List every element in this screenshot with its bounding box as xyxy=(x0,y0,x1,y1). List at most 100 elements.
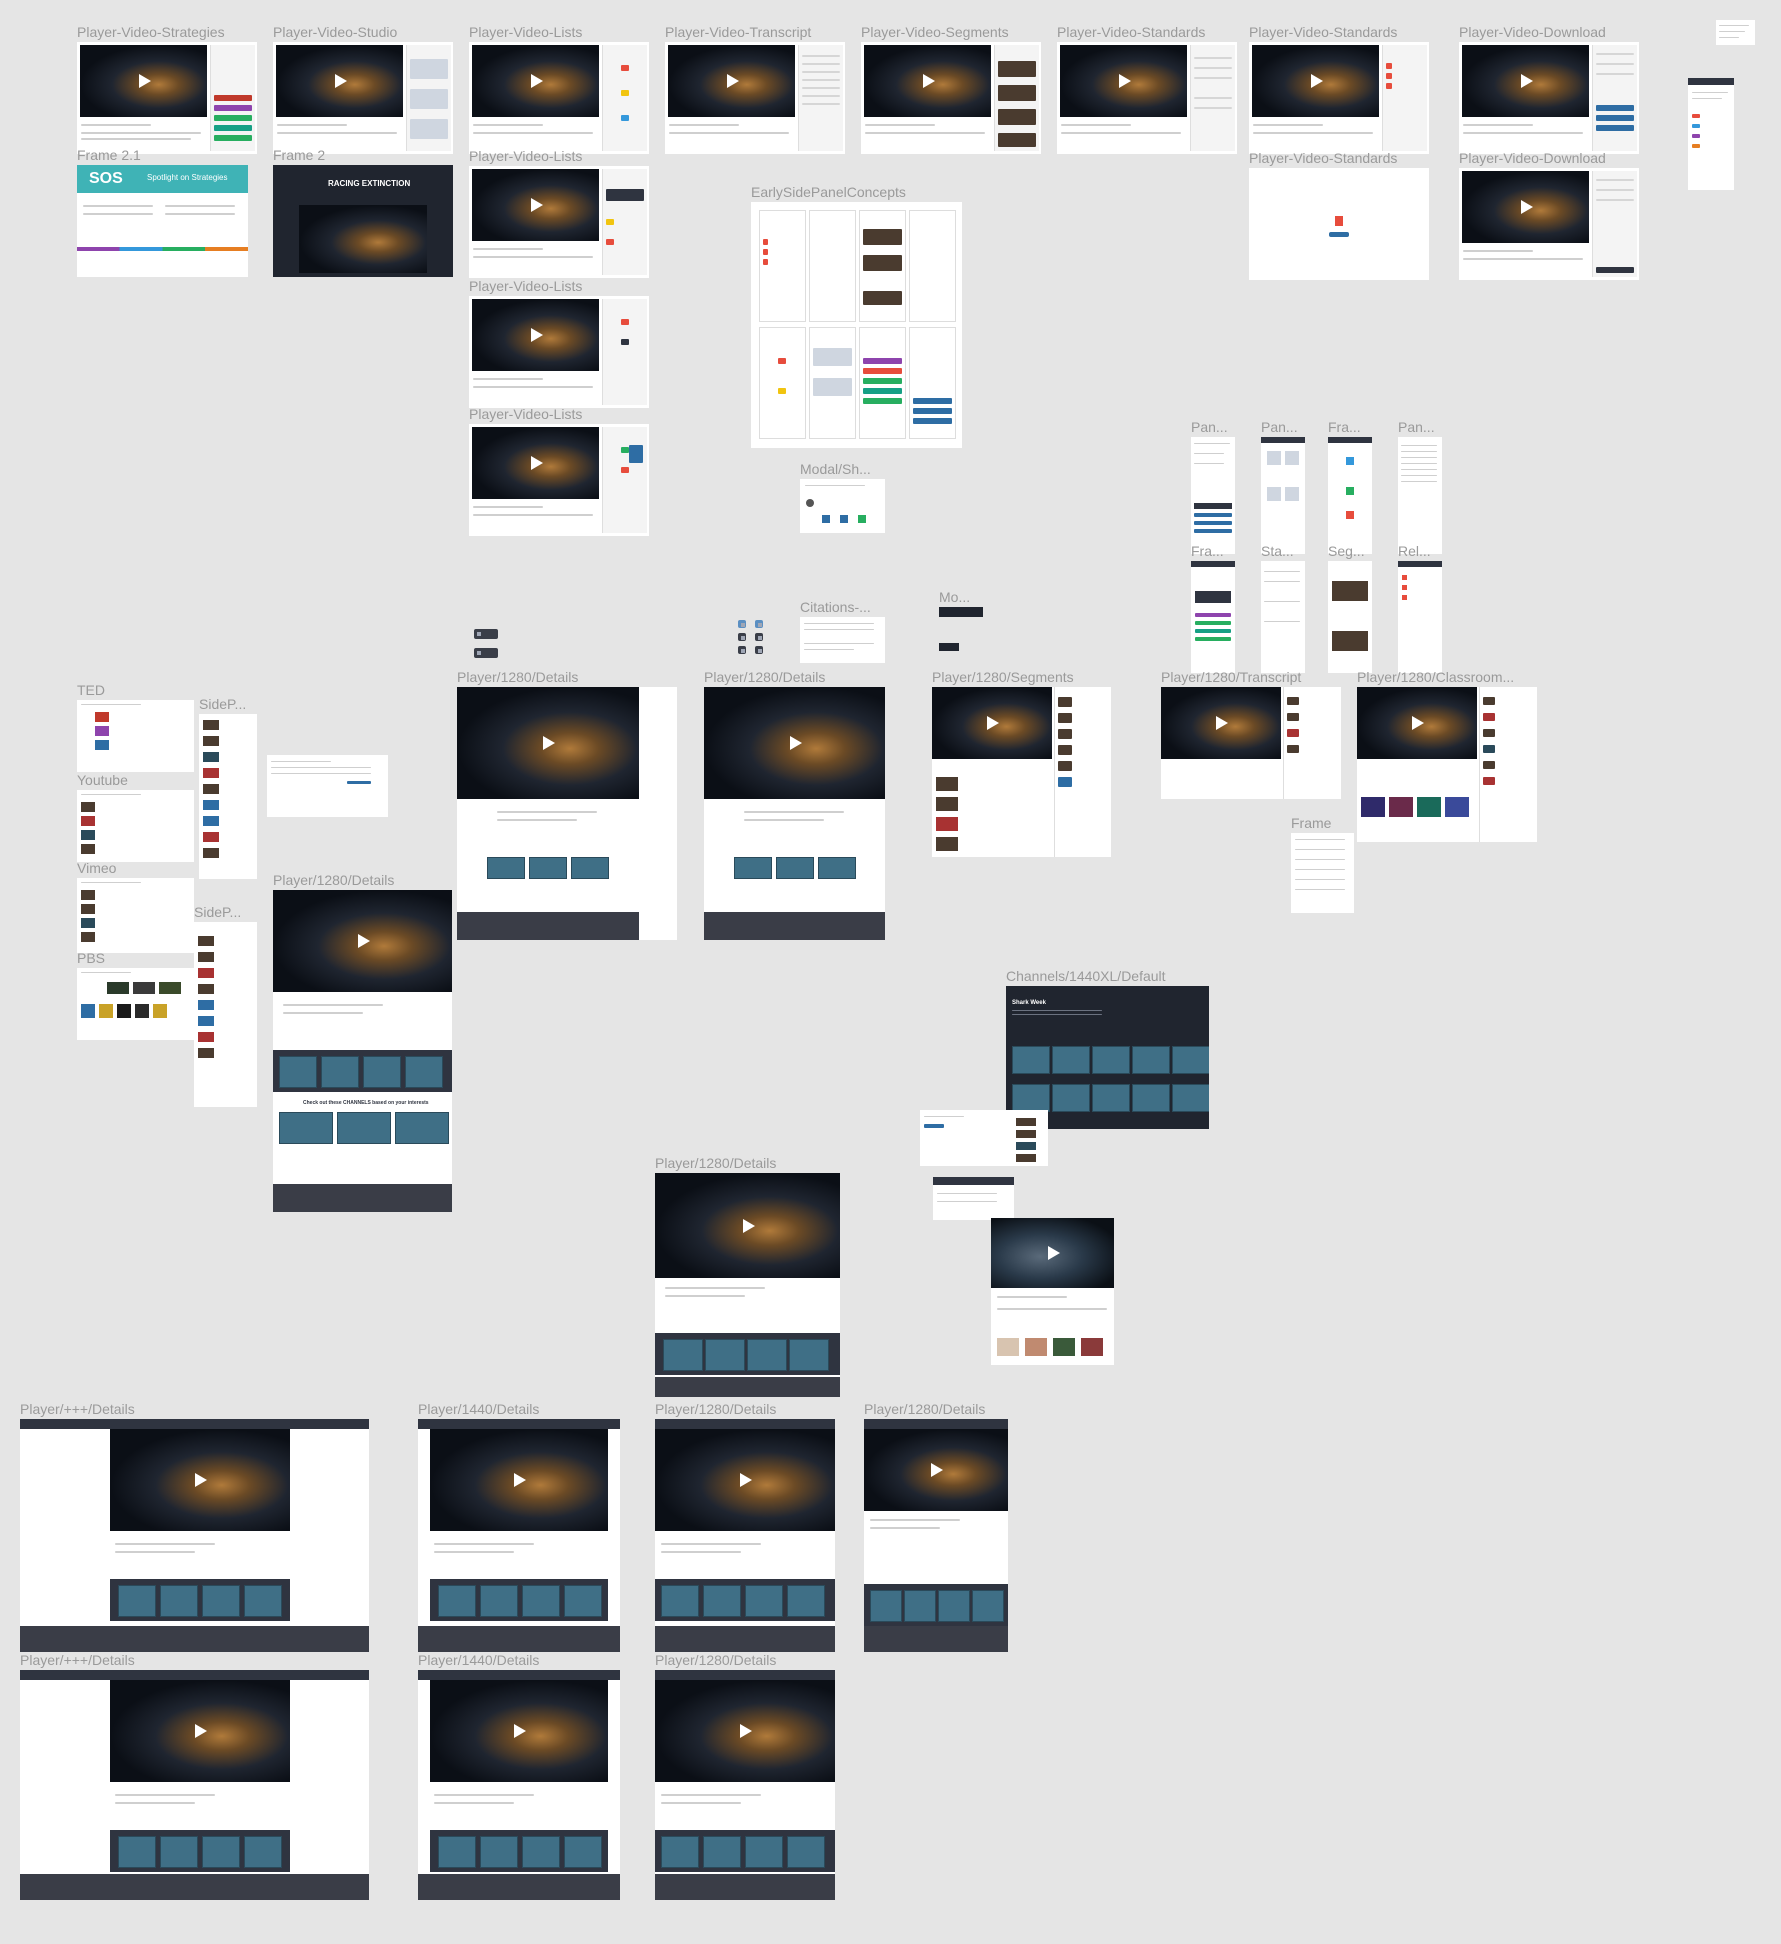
frame-2[interactable]: Frame 2 RACING EXTINCTION xyxy=(273,147,453,277)
frame-sidepanel-2[interactable]: SideP... xyxy=(194,904,257,1107)
frame-label[interactable]: Player-Video-Lists xyxy=(469,406,583,422)
frame-player-video-lists[interactable]: Player-Video-Lists xyxy=(469,24,649,154)
frame-sidepanel-1[interactable]: SideP... xyxy=(199,696,257,879)
stacked-icons[interactable] xyxy=(738,646,746,654)
frame-player-video-standards-3[interactable]: Player-Video-Standards xyxy=(1249,150,1429,280)
frame-player-1280-details-d[interactable]: Player/1280/Details xyxy=(655,1401,835,1652)
frame-player-video-standards[interactable]: Player-Video-Standards xyxy=(1057,24,1237,154)
frame-label[interactable]: TED xyxy=(77,682,105,698)
frame-player-video-download[interactable]: Player-Video-Download xyxy=(1459,24,1639,154)
frame-related-sm[interactable]: Rel... xyxy=(1398,543,1442,673)
frame-standards-sm[interactable]: Sta... xyxy=(1261,543,1305,673)
stacked-icons[interactable] xyxy=(474,648,498,658)
frame-label[interactable]: Sta... xyxy=(1261,543,1294,559)
frame-player-1280-details-f[interactable]: Player/1280/Details xyxy=(655,1652,835,1900)
frame-label[interactable]: Player/+++/Details xyxy=(20,1401,135,1417)
frame-label[interactable]: Mo... xyxy=(939,589,971,605)
frame-wide-doc[interactable] xyxy=(267,755,388,817)
frame-label[interactable]: Seg... xyxy=(1328,543,1365,559)
frame-frame[interactable]: Frame xyxy=(1291,815,1354,913)
frame-label[interactable]: Player-Video-Standards xyxy=(1249,150,1398,166)
frame-pbs[interactable]: PBS xyxy=(77,950,194,1040)
frame-early-side-panel-concepts[interactable]: EarlySidePanelConcepts xyxy=(751,184,962,448)
frame-player-video-studio[interactable]: Player-Video-Studio xyxy=(273,24,453,154)
frame-label[interactable]: Player-Video-Lists xyxy=(469,24,583,40)
frame-label[interactable]: Player-Video-Segments xyxy=(861,24,1009,40)
frame-label[interactable]: Citations-... xyxy=(800,599,871,615)
frame-player-1280-segments[interactable]: Player/1280/Segments xyxy=(932,669,1111,857)
stacked-icons[interactable] xyxy=(474,629,498,639)
frame-label[interactable]: Player/1280/Details xyxy=(273,872,395,888)
frame-small-note[interactable] xyxy=(1716,20,1755,45)
frame-label[interactable]: Youtube xyxy=(77,772,128,788)
frame-mo-small[interactable] xyxy=(939,643,959,651)
frame-player-video-segments[interactable]: Player-Video-Segments xyxy=(861,24,1041,154)
frame-player-1280-details-c[interactable]: Player/1280/Details xyxy=(655,1155,840,1397)
frame-player-1280-transcript[interactable]: Player/1280/Transcript xyxy=(1161,669,1341,799)
frame-small-panel[interactable] xyxy=(1688,78,1734,190)
stacked-icons[interactable] xyxy=(738,633,746,641)
frame-fra-1[interactable]: Fra... xyxy=(1328,419,1372,554)
frame-player-video-standards-2[interactable]: Player-Video-Standards xyxy=(1249,24,1429,154)
frame-label[interactable]: Player-Video-Standards xyxy=(1057,24,1206,40)
frame-label[interactable]: Player/1280/Segments xyxy=(932,669,1074,685)
frame-label[interactable]: EarlySidePanelConcepts xyxy=(751,184,906,200)
stacked-icons[interactable] xyxy=(738,620,746,628)
frame-player-video-transcript[interactable]: Player-Video-Transcript xyxy=(665,24,845,154)
frame-player-1280-details-b[interactable]: Player/1280/Details xyxy=(704,669,885,940)
frame-panel-1[interactable]: Pan... xyxy=(1191,419,1235,554)
frame-ted[interactable]: TED xyxy=(77,682,194,772)
frame-label[interactable]: PBS xyxy=(77,950,106,966)
frame-label[interactable]: SideP... xyxy=(199,696,247,712)
frame-player-1280-details-a[interactable]: Player/1280/Details xyxy=(457,669,677,940)
frame-player-video-lists-2[interactable]: Player-Video-Lists xyxy=(469,148,649,278)
frame-label[interactable]: Player-Video-Lists xyxy=(469,278,583,294)
frame-player-video-lists-4[interactable]: Player-Video-Lists xyxy=(469,406,649,536)
frame-citations[interactable]: Citations-... xyxy=(800,599,885,663)
frame-label[interactable]: Player/1280/Details xyxy=(864,1401,986,1417)
frame-fra-2[interactable]: Fra... xyxy=(1191,543,1235,673)
frame-label[interactable]: Rel... xyxy=(1398,543,1431,559)
frame-panel-3[interactable]: Pan... xyxy=(1398,419,1442,554)
frame-label[interactable]: Player-Video-Studio xyxy=(273,24,398,40)
frame-youtube[interactable]: Youtube xyxy=(77,772,194,862)
frame-label[interactable]: Player-Video-Strategies xyxy=(77,24,225,40)
frame-label[interactable]: Fra... xyxy=(1328,419,1361,435)
frame-label[interactable]: Player/1280/Details xyxy=(655,1155,777,1171)
frame-player-1440-details-b[interactable]: Player/1440/Details xyxy=(418,1652,620,1900)
stacked-icons[interactable] xyxy=(755,646,763,654)
frame-label[interactable]: Frame 2 xyxy=(273,147,326,163)
frame-label[interactable]: Channels/1440XL/Default xyxy=(1006,968,1166,984)
frame-player-video-strategies[interactable]: Player-Video-Strategies xyxy=(77,24,257,154)
frame-modal-share[interactable]: Modal/Sh... xyxy=(800,461,885,533)
frame-label[interactable]: Player/1280/Classroom... xyxy=(1357,669,1515,685)
frame-label[interactable]: Pan... xyxy=(1191,419,1228,435)
frame-label[interactable]: Player/1280/Details xyxy=(457,669,579,685)
frame-label[interactable]: Vimeo xyxy=(77,860,117,876)
frame-label[interactable]: Pan... xyxy=(1261,419,1298,435)
frame-label[interactable]: Player/1440/Details xyxy=(418,1652,540,1668)
frame-label[interactable]: Frame 2.1 xyxy=(77,147,141,163)
frame-player-1280-details-e[interactable]: Player/1280/Details xyxy=(864,1401,1008,1652)
frame-segments-sm[interactable]: Seg... xyxy=(1328,543,1372,673)
stacked-icons[interactable] xyxy=(755,620,763,628)
frame-label[interactable]: Frame xyxy=(1291,815,1332,831)
frame-player-plus-details-a[interactable]: Player/+++/Details xyxy=(20,1401,369,1652)
frame-shark-player[interactable] xyxy=(991,1218,1114,1365)
frame-label[interactable]: Player-Video-Transcript xyxy=(665,24,812,40)
frame-2-1[interactable]: Frame 2.1 SOS Spotlight on Strategies xyxy=(77,147,248,277)
frame-label[interactable]: Player/1440/Details xyxy=(418,1401,540,1417)
frame-label[interactable]: Player-Video-Lists xyxy=(469,148,583,164)
frame-search-results[interactable] xyxy=(920,1110,1048,1166)
frame-label[interactable]: SideP... xyxy=(194,904,242,920)
frame-vimeo[interactable]: Vimeo xyxy=(77,860,194,953)
frame-label[interactable]: Modal/Sh... xyxy=(800,461,871,477)
frame-player-1280-details-channels[interactable]: Player/1280/Details Check out these CHAN… xyxy=(273,872,452,1212)
frame-label[interactable]: Player/+++/Details xyxy=(20,1652,135,1668)
frame-label[interactable]: Player-Video-Download xyxy=(1459,24,1606,40)
frame-label[interactable]: Player/1280/Transcript xyxy=(1161,669,1302,685)
frame-label[interactable]: Player/1280/Details xyxy=(704,669,826,685)
frame-search-bar[interactable] xyxy=(933,1177,1014,1220)
frame-label[interactable]: Player/1280/Details xyxy=(655,1652,777,1668)
